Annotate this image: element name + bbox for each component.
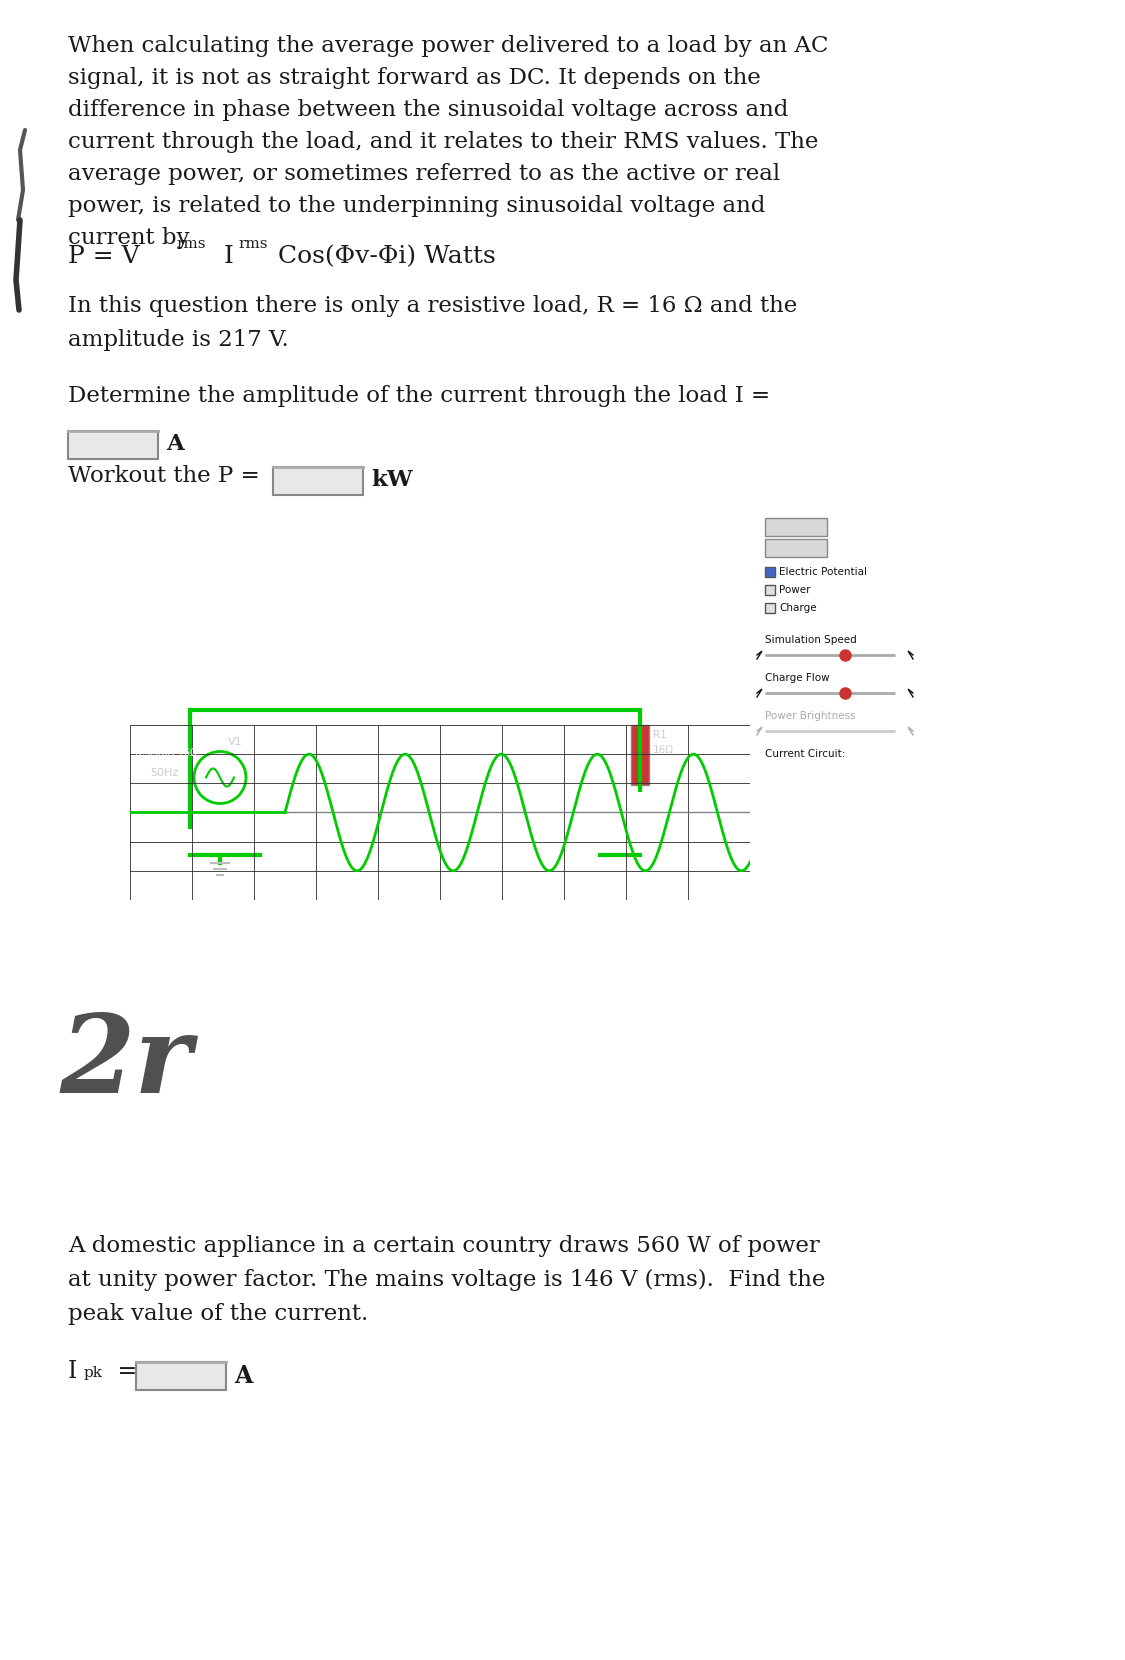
FancyBboxPatch shape: [68, 432, 158, 460]
Text: A: A: [234, 1365, 252, 1388]
Text: P = V: P = V: [68, 246, 140, 267]
Text: 50Hz: 50Hz: [150, 767, 178, 777]
FancyBboxPatch shape: [273, 466, 363, 495]
Text: amplitude is 217 V.: amplitude is 217 V.: [68, 329, 289, 350]
Text: V1: V1: [228, 737, 243, 747]
Bar: [631, 725, 649, 785]
Text: =: =: [110, 1360, 137, 1383]
Text: ✓: ✓: [766, 568, 774, 576]
Text: Workout the P =: Workout the P =: [68, 465, 260, 486]
Text: 217V: 217V: [135, 732, 160, 742]
Text: Power: Power: [778, 584, 810, 594]
Text: In this question there is only a resistive load, R = 16 Ω and the: In this question there is only a resisti…: [68, 295, 798, 317]
Text: difference in phase between the sinusoidal voltage across and: difference in phase between the sinusoid…: [68, 100, 789, 121]
Text: 2r: 2r: [60, 1009, 192, 1116]
Text: A: A: [166, 433, 183, 455]
Text: When calculating the average power delivered to a load by an AC: When calculating the average power deliv…: [68, 35, 828, 56]
Text: 16Ω: 16Ω: [652, 745, 674, 755]
Text: R1: R1: [652, 730, 667, 740]
FancyBboxPatch shape: [136, 1361, 226, 1389]
Text: pk: pk: [84, 1366, 104, 1379]
Text: power, is related to the underpinning sinusoidal voltage and: power, is related to the underpinning si…: [68, 194, 765, 217]
Text: I: I: [68, 1360, 78, 1383]
Text: RUN / Stop: RUN / Stop: [764, 543, 828, 553]
Text: Current Circuit:: Current Circuit:: [765, 749, 845, 759]
Text: signal, it is not as straight forward as DC. It depends on the: signal, it is not as straight forward as…: [68, 66, 761, 90]
Text: kW: kW: [371, 470, 413, 491]
Text: Charge Flow: Charge Flow: [765, 672, 829, 682]
Text: Simulation Speed: Simulation Speed: [765, 636, 857, 646]
Text: A domestic appliance in a certain country draws 560 W of power: A domestic appliance in a certain countr…: [68, 1235, 820, 1257]
Text: rms: rms: [238, 237, 268, 251]
Text: Charge: Charge: [778, 603, 817, 613]
Text: Electric Potential: Electric Potential: [778, 568, 867, 578]
Text: peak value of the current.: peak value of the current.: [68, 1303, 368, 1325]
Text: average power, or sometimes referred to as the active or real: average power, or sometimes referred to …: [68, 163, 780, 184]
Text: rms: rms: [176, 237, 206, 251]
Text: Cos(Φv-Φi) Watts: Cos(Φv-Φi) Watts: [278, 246, 496, 267]
Text: current by: current by: [68, 227, 190, 249]
Text: Reset: Reset: [782, 521, 810, 531]
Text: Determine the amplitude of the current through the load I =: Determine the amplitude of the current t…: [68, 385, 771, 407]
Text: at unity power factor. The mains voltage is 146 V (rms).  Find the: at unity power factor. The mains voltage…: [68, 1268, 826, 1291]
Text: Power Brightness: Power Brightness: [765, 710, 856, 720]
Text: resistor, 16Ω: resistor, 16Ω: [135, 749, 197, 759]
Text: I: I: [216, 246, 234, 267]
Text: current through the load, and it relates to their RMS values. The: current through the load, and it relates…: [68, 131, 818, 153]
